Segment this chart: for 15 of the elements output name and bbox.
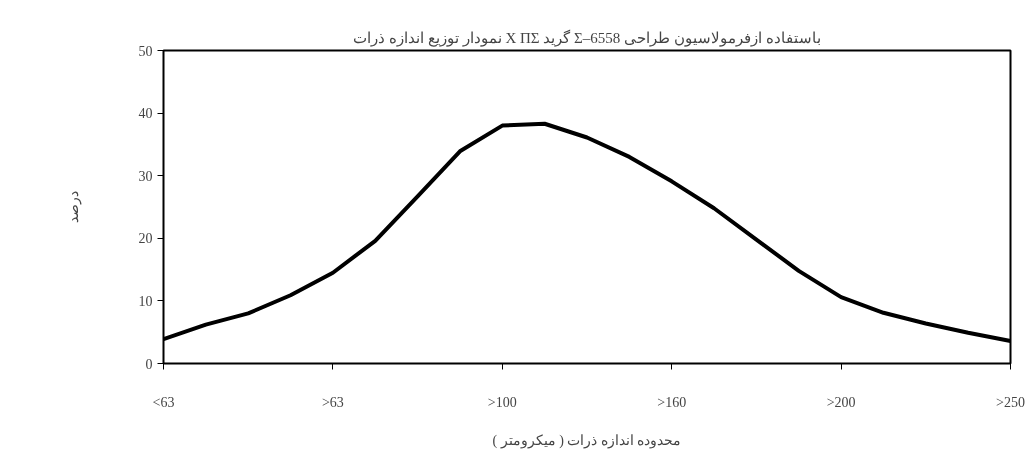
x-axis-title: محدوده اندازه ذرات ( میکرومتر ) xyxy=(492,432,682,449)
x-tick-label: >200 xyxy=(826,394,856,410)
y-tick-label: 30 xyxy=(138,168,153,184)
y-tick-label: 0 xyxy=(145,356,153,372)
x-tick-label: >160 xyxy=(657,394,687,410)
y-tick-label: 50 xyxy=(138,43,153,59)
y-tick-label: 40 xyxy=(138,106,153,122)
x-tick-label: <63 xyxy=(152,394,175,410)
x-tick-label: >63 xyxy=(321,394,344,410)
chart-title: نمودار توزیع اندازه ذرات X ΠΣ گرید Σ–6558 باستفاده ازفرمولاسیون طراحی xyxy=(353,28,821,47)
y-tick-label: 20 xyxy=(138,231,153,247)
x-tick-label: >100 xyxy=(487,394,517,410)
x-tick-label: >250 xyxy=(996,394,1025,410)
y-axis-title: درصد xyxy=(65,191,82,223)
y-tick-label: 10 xyxy=(138,293,153,309)
